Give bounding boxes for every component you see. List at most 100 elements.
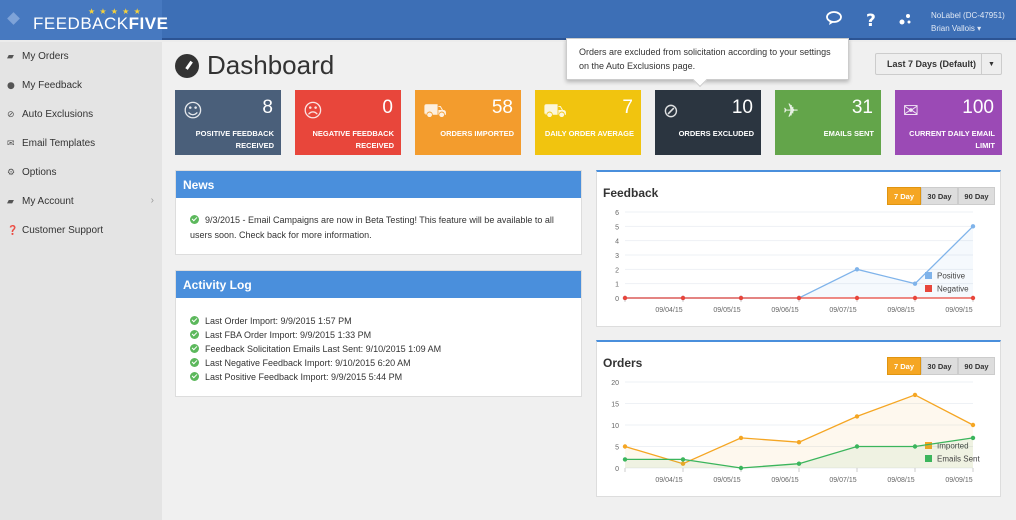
range-7-day-button[interactable]: 7 Day [887, 357, 921, 375]
settings-icon[interactable] [898, 11, 912, 32]
account-label: NoLabel (DC-47951) [931, 11, 1005, 20]
sidebar-item-my-account[interactable]: ▰ My Account › [0, 187, 162, 216]
check-circle-icon [190, 316, 199, 326]
stat-positive-feedback[interactable]: ☺ 8 POSITIVE FEEDBACK RECEIVED [175, 90, 281, 155]
orders-chart: 0 5 10 15 20 09/04/15 09/05/15 09/06/15 09/07/15… [611, 380, 980, 484]
x-tick-label: 09/04/15 [655, 307, 682, 314]
activity-log-list: Last Order Import: 9/9/2015 1:57 PM Last… [176, 298, 581, 384]
diamond-icon [7, 12, 20, 25]
x-tick-label: 09/07/15 [829, 477, 856, 484]
x-tick-label: 09/05/15 [713, 477, 740, 484]
app-logo[interactable]: FEEDBACKFIVE [33, 14, 168, 34]
stat-value: 8 [262, 97, 273, 118]
date-range-select[interactable]: Last 7 Days (Default) ▼ [875, 53, 1002, 75]
tooltip-text: Orders are excluded from solicitation ac… [579, 47, 831, 71]
envelope-icon: ✉ [7, 138, 15, 149]
y-tick-label: 10 [611, 423, 619, 430]
sidebar-item-my-orders[interactable]: ▰ My Orders [0, 42, 162, 71]
x-tick-label: 09/08/15 [887, 477, 914, 484]
chevron-right-icon: › [150, 195, 154, 206]
legend-label: Positive [937, 272, 966, 281]
ban-icon: ⊘ [663, 100, 679, 122]
x-tick-label: 09/04/15 [655, 477, 682, 484]
news-text: 9/3/2015 - Email Campaigns are now in Be… [190, 215, 554, 240]
y-tick-label: 5 [615, 224, 619, 231]
stat-label-line1: ORDERS EXCLUDED [678, 129, 754, 138]
range-30-day-button[interactable]: 30 Day [921, 357, 958, 375]
stat-daily-email-limit[interactable]: ✉ 100 CURRENT DAILY EMAIL LIMIT [895, 90, 1002, 155]
data-point [854, 267, 860, 272]
data-point [796, 295, 802, 301]
truck-icon: ⛟ [423, 100, 447, 122]
chat-icon[interactable] [826, 10, 844, 31]
y-tick-label: 0 [615, 296, 619, 303]
legend-swatch [925, 455, 932, 462]
feedback-chart-panel: Feedback 7 Day 30 Day 90 Day 0 1 2 3 4 5 6 09/0… [596, 170, 1001, 327]
stat-label: POSITIVE FEEDBACK RECEIVED [196, 128, 274, 152]
range-90-day-button[interactable]: 90 Day [958, 357, 995, 375]
sidebar-item-label: Auto Exclusions [22, 109, 94, 120]
stat-negative-feedback[interactable]: ☹ 0 NEGATIVE FEEDBACK RECEIVED [295, 90, 401, 155]
log-text: Last Negative Feedback Import: 9/10/2015… [205, 358, 411, 368]
orders-chart-panel: Orders 7 Day 30 Day 90 Day 0 5 10 15 20 09/04… [596, 340, 1001, 497]
legend-label: Negative [937, 285, 969, 294]
stat-orders-imported[interactable]: ⛟ 58 ORDERS IMPORTED [415, 90, 521, 155]
series-area [625, 226, 973, 298]
stat-value: 10 [731, 97, 753, 118]
frown-icon: ☹ [303, 100, 323, 122]
check-circle-icon [190, 358, 199, 368]
data-point [622, 457, 628, 462]
stat-label: EMAILS SENT [824, 128, 874, 140]
list-item: Last FBA Order Import: 9/9/2015 1:33 PM [190, 328, 581, 342]
stat-label-line1: DAILY ORDER AVERAGE [544, 129, 634, 138]
stat-value: 31 [851, 97, 873, 118]
sidebar-item-label: My Feedback [22, 80, 83, 91]
list-item: Feedback Solicitation Emails Last Sent: … [190, 342, 581, 356]
range-7-day-button[interactable]: 7 Day [887, 187, 921, 205]
legend-swatch [925, 285, 932, 292]
data-point [738, 435, 744, 441]
sidebar-item-options[interactable]: ⚙ Options [0, 158, 162, 187]
news-body: 9/3/2015 - Email Campaigns are now in Be… [176, 198, 581, 243]
tooltip: Orders are excluded from solicitation ac… [566, 38, 849, 80]
sidebar-item-auto-exclusions[interactable]: ⊘ Auto Exclusions [0, 100, 162, 129]
sidebar-item-my-feedback[interactable]: ● My Feedback [0, 71, 162, 100]
feedback-chart: 0 1 2 3 4 5 6 09/04/15 09/05/15 09/06/15 09/07/15 0… [615, 210, 976, 314]
y-tick-label: 3 [615, 253, 619, 260]
user-menu[interactable]: NoLabel (DC-47951) Brian Vallois ▾ [931, 9, 1005, 35]
sidebar-item-email-templates[interactable]: ✉ Email Templates [0, 129, 162, 158]
sidebar-item-customer-support[interactable]: ❓ Customer Support [0, 216, 162, 245]
x-tick-label: 09/05/15 [713, 307, 740, 314]
log-text: Last FBA Order Import: 9/9/2015 1:33 PM [205, 330, 372, 340]
range-30-day-button[interactable]: 30 Day [921, 187, 958, 205]
logo-text-bold: FIVE [128, 14, 169, 33]
stat-value: 100 [962, 97, 994, 118]
stat-label: NEGATIVE FEEDBACK RECEIVED [312, 128, 394, 152]
stat-orders-excluded[interactable]: ⊘ 10 ORDERS EXCLUDED [655, 90, 761, 155]
help-icon[interactable]: ? [866, 11, 876, 31]
range-button-group: 7 Day 30 Day 90 Day [887, 357, 995, 375]
check-circle-icon [190, 215, 199, 225]
page-title: Dashboard [175, 50, 334, 81]
caret-down-icon[interactable]: ▼ [981, 54, 1001, 74]
data-point [796, 461, 802, 466]
data-point [912, 392, 918, 398]
stat-label: ORDERS EXCLUDED [679, 128, 754, 140]
logo-text-light: FEEDBACK [33, 14, 129, 33]
stat-label: ORDERS IMPORTED [440, 128, 514, 140]
data-point [796, 440, 802, 445]
range-90-day-button[interactable]: 90 Day [958, 187, 995, 205]
stat-label-line2: LIMIT [975, 141, 995, 150]
legend-label: Imported [937, 442, 969, 451]
log-text: Last Positive Feedback Import: 9/9/2015 … [205, 372, 403, 382]
stat-label-line1: CURRENT DAILY EMAIL [909, 129, 995, 138]
stat-label-line1: ORDERS IMPORTED [440, 129, 514, 138]
stat-label-line2: RECEIVED [235, 141, 274, 150]
stat-emails-sent[interactable]: ✈ 31 EMAILS SENT [775, 90, 881, 155]
dashboard-icon [175, 53, 199, 78]
plane-icon: ✈ [783, 100, 799, 122]
stat-label-line2: RECEIVED [355, 141, 394, 150]
brand-area[interactable]: ★ ★ ★ ★ ★ FEEDBACKFIVE [0, 0, 168, 40]
truck-icon: ▰ [7, 51, 14, 62]
stat-daily-order-average[interactable]: ⛟ 7 DAILY ORDER AVERAGE [535, 90, 641, 155]
